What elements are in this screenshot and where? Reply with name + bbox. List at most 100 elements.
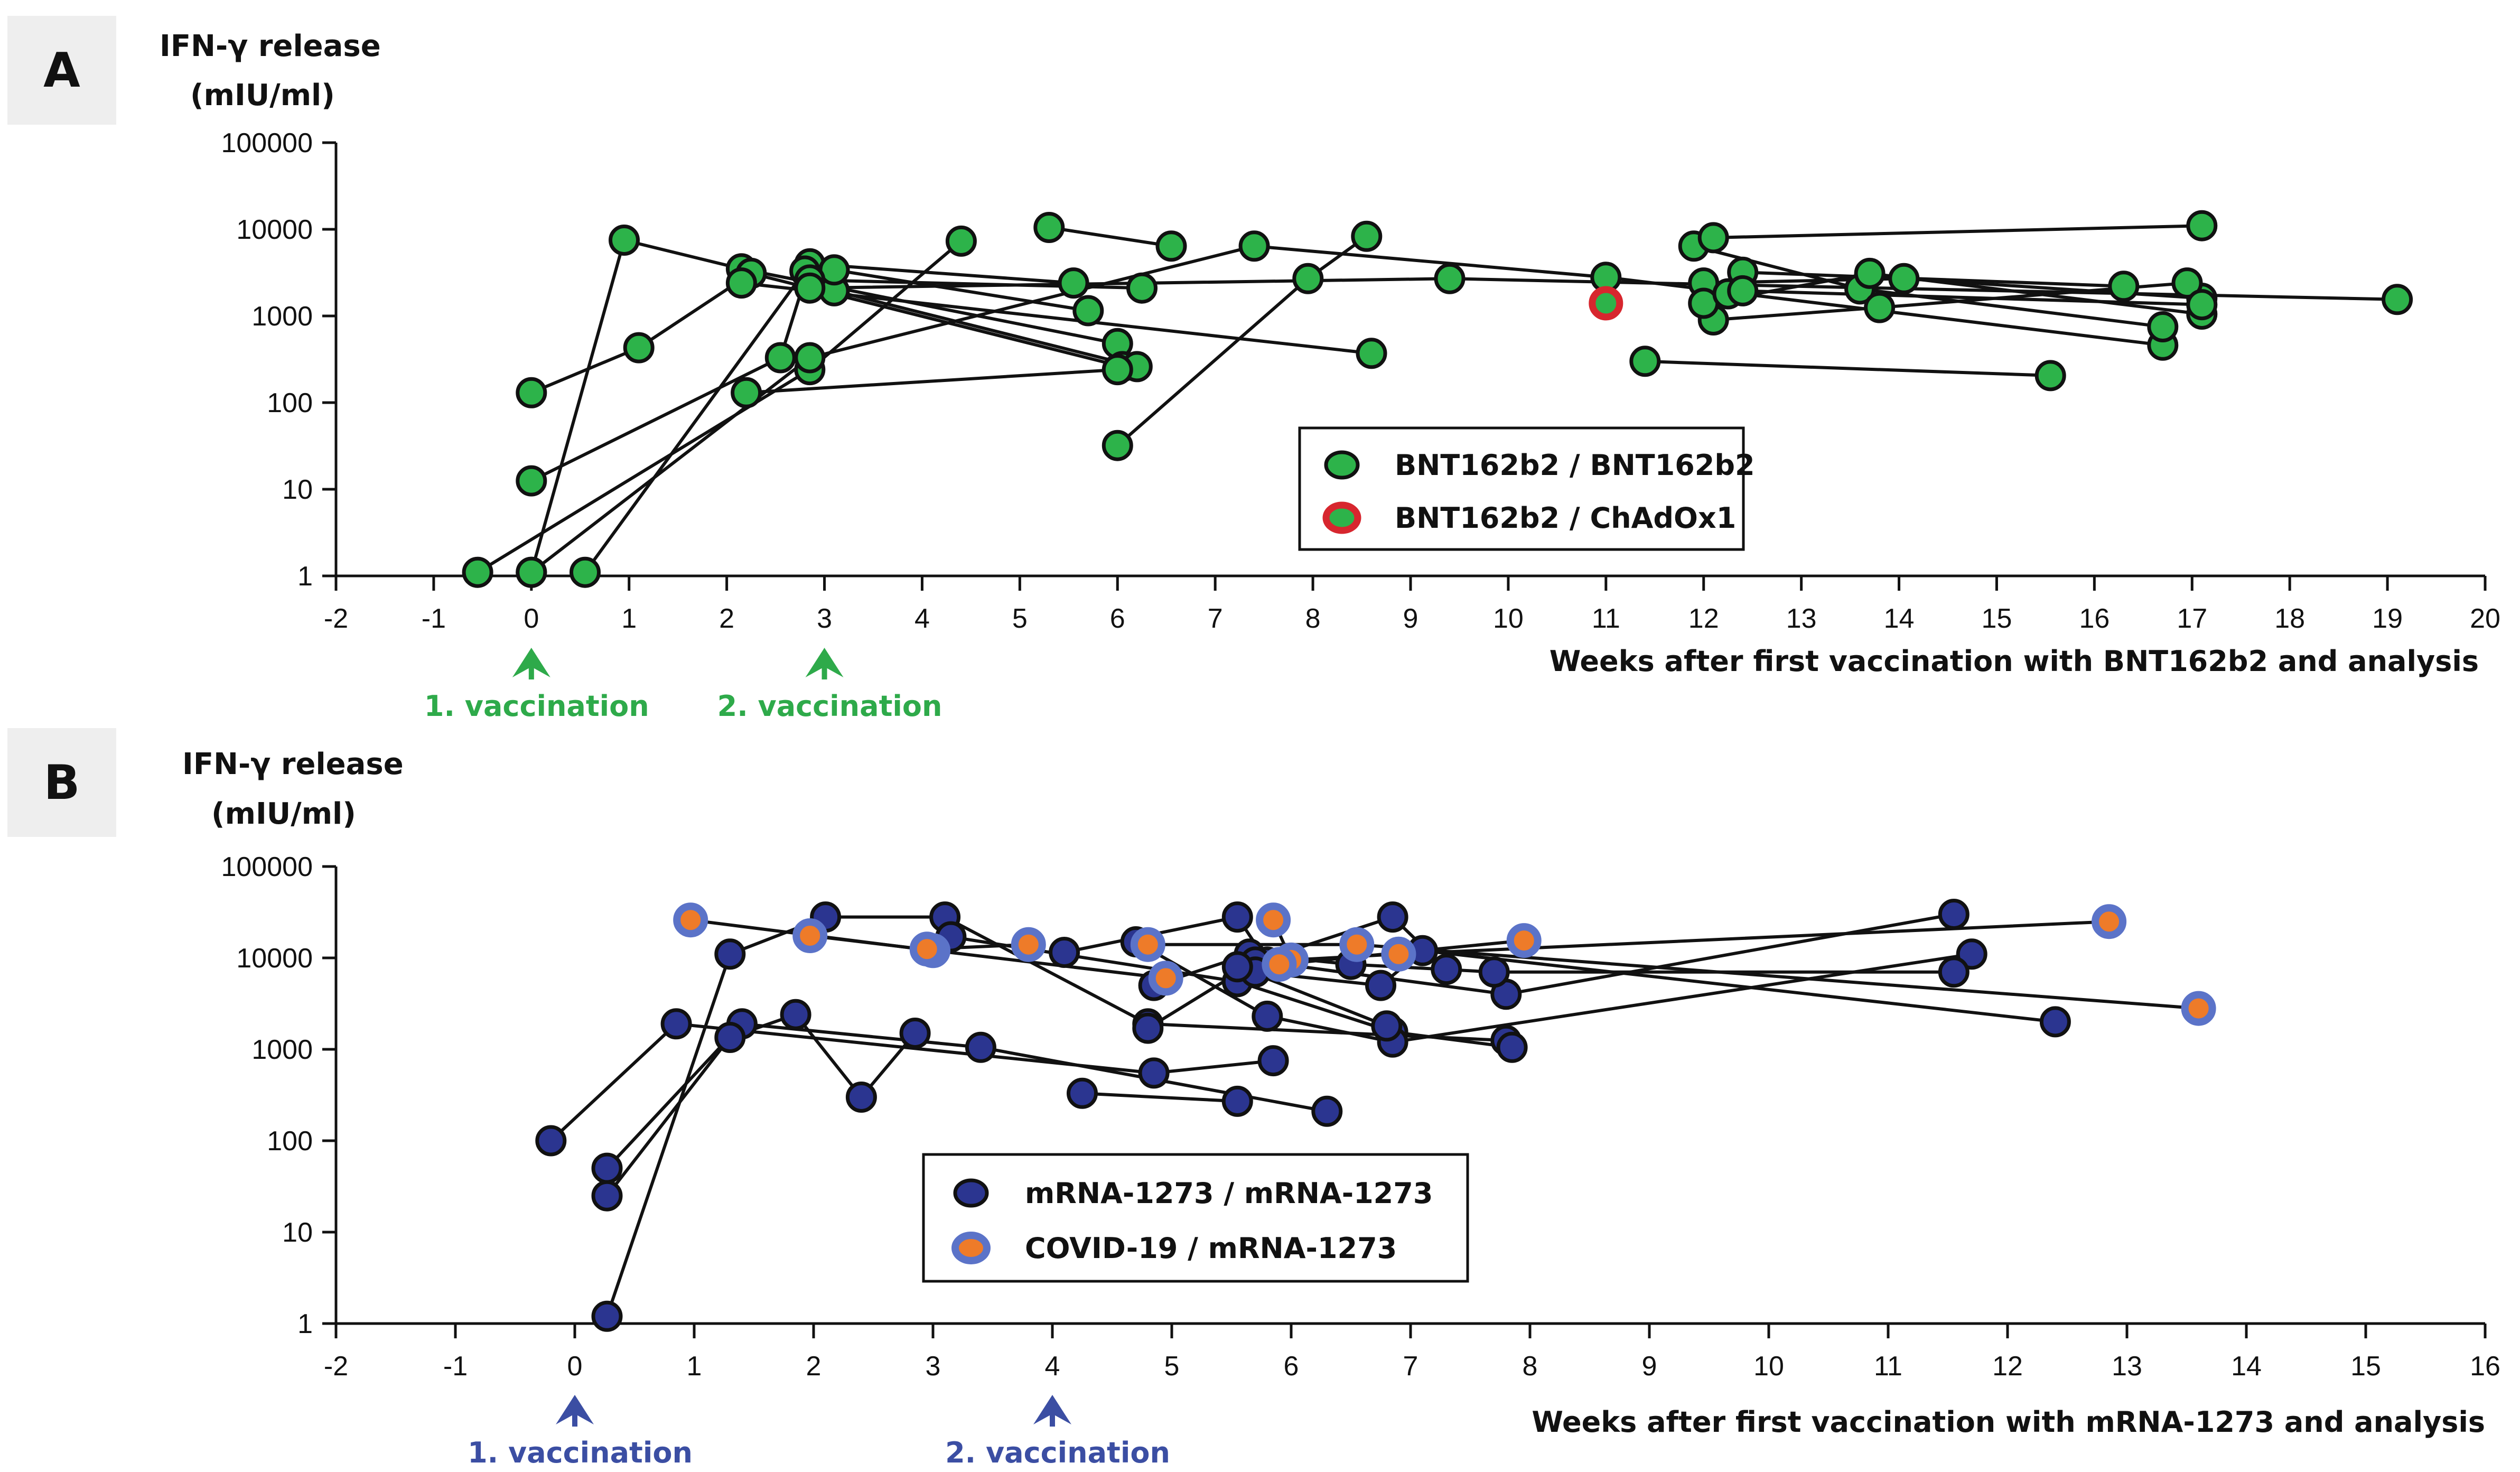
panel-a-series0-subject2-line (530, 262, 1074, 482)
panel-b-vaccination-arrow-icon (1033, 1395, 1071, 1424)
panel-b-xtick-label: 0 (567, 1351, 583, 1382)
panel-a-ytick-label: 10 (282, 474, 313, 505)
panel-b-legend-marker-1 (951, 1232, 991, 1264)
panel-a-series1-point (1589, 286, 1623, 321)
panel-a-xtick-label: 18 (2274, 603, 2305, 634)
panel-b-xtick-label: 16 (2470, 1351, 2500, 1382)
panel-b-series0-point (1938, 956, 1970, 988)
panel-b-series1-point (1130, 927, 1165, 962)
panel-b-series1-point (2092, 904, 2127, 939)
panel-b-series0-point (591, 1152, 623, 1184)
panel-a-series0-point (516, 556, 547, 588)
panel-b-legend-box (922, 1153, 1469, 1283)
panel-b-series1-point (1011, 927, 1046, 962)
panel-b-series0-subject3-line (605, 915, 1506, 1317)
panel-b-legend-label-1: COVID-19 / mRNA-1273 (1025, 1232, 1397, 1265)
panel-b-series0-point (1049, 937, 1080, 968)
panel-b-xtick-label: 6 (1284, 1351, 1299, 1382)
panel-b-ytick-label: 1000 (251, 1035, 313, 1065)
panel-a-xtick-label: 9 (1403, 603, 1418, 634)
panel-b-x-axis-title: Weeks after first vaccination with mRNA-… (1532, 1405, 2485, 1439)
panel-b-series0-point (1496, 1031, 1528, 1063)
panel-a-series0-subject8-line (834, 268, 1089, 312)
panel-b-series1-point (1339, 927, 1375, 962)
panel-b-series1-point (1148, 961, 1183, 996)
panel-a-series0-point (1727, 275, 1759, 306)
panel-a-xtick-label: 6 (1110, 603, 1125, 634)
panel-b-series1-point (1256, 902, 1291, 938)
panel-b-series0-point (1132, 1012, 1164, 1044)
panel-a-series0-point (1072, 295, 1104, 327)
panel-a-xtick-label: 20 (2470, 603, 2500, 634)
panel-b-legend-label-0: mRNA-1273 / mRNA-1273 (1025, 1177, 1433, 1210)
panel-a-series0-point (1126, 272, 1158, 304)
panel-a-series0-subject3-line (477, 240, 963, 574)
panel-a-legend: BNT162b2 / BNT162b2 BNT162b2 / ChAdOx1 (1298, 426, 1755, 551)
panel-a-series0-point (725, 267, 757, 299)
panel-b-series0-point (1365, 970, 1396, 1001)
panel-b-series0-point (1311, 1095, 1343, 1127)
panel-b-xtick-label: 5 (1164, 1351, 1180, 1382)
panel-a-series-markers (462, 210, 2413, 588)
panel-b-xtick-label: 10 (1753, 1351, 1784, 1382)
panel-a-series0-point (1058, 267, 1089, 299)
panel-b-series0-point (1138, 1057, 1170, 1089)
panel-a-xtick-label: -2 (324, 603, 348, 634)
panel-a-xtick-label: 10 (1493, 603, 1524, 634)
panel-b-series0-point (535, 1125, 567, 1157)
panel-b-series0-point (1221, 951, 1253, 983)
panel-b-series0-point (965, 1031, 996, 1063)
panel-b-series0-point (1221, 901, 1253, 933)
panel-b-series0-point (780, 999, 811, 1030)
panel-b-ytick-label: 100 (267, 1126, 313, 1157)
panel-b-series0-point (714, 1022, 746, 1053)
panel-a-series0-subject6-line (746, 368, 1118, 395)
panel-a-series0-point (1629, 346, 1661, 377)
panel-a-series0-subject20-line (1742, 289, 2202, 306)
panel-b-legend-marker-0 (953, 1178, 989, 1208)
panel-a-ytick-label: 1 (297, 561, 313, 592)
panel-a-xtick-label: 2 (719, 603, 734, 634)
panel-a-series0-point (2171, 267, 2203, 299)
panel-a-series0-point (2186, 289, 2218, 321)
panel-b-series0-point (1478, 956, 1510, 988)
panel-a-xtick-label: 12 (1688, 603, 1719, 634)
panel-b-series0-point (1067, 1077, 1098, 1109)
panel-b-series0-point (1371, 1010, 1403, 1042)
panel-b-vaccination-label: 1. vaccination (468, 1436, 693, 1469)
panel-a-series0-point (2382, 284, 2413, 315)
panel-a-series0-point (1697, 222, 1729, 254)
panel-a-ylabel-line1: IFN-γ release (160, 29, 381, 63)
panel-b-xtick-label: 4 (1045, 1351, 1060, 1382)
panel-a-xtick-label: -1 (422, 603, 446, 634)
panel-b-series0-point (1221, 1085, 1253, 1117)
panel-b-ylabel-line1: IFN-γ release (182, 747, 404, 781)
panel-a-ytick-label: 10000 (236, 215, 313, 245)
panel-a-x-axis-title: Weeks after first vaccination with BNT16… (1550, 645, 2479, 678)
panel-b-series0-point (1252, 1000, 1283, 1032)
panel-b-xtick-label: 2 (806, 1351, 822, 1382)
panel-a-series0-point (1102, 430, 1133, 461)
panel-b-series0-point (899, 1018, 931, 1049)
panel-a-series0-point (516, 465, 547, 497)
panel-a-series0-point (1888, 263, 1920, 294)
panel-a-series0-point (609, 225, 640, 256)
panel-a-series0-subject0-line (529, 238, 1118, 573)
panel-a-series0-point (623, 332, 655, 364)
panel-a-ylabel-line2: (mIU/ml) (190, 78, 335, 113)
panel-a-legend-box (1298, 426, 1745, 551)
panel-a-legend-marker-1 (1322, 501, 1361, 534)
panel-a-series0-point (945, 225, 977, 257)
panel-a-xtick-label: 4 (914, 603, 930, 634)
panel-b-xtick-label: -2 (324, 1351, 348, 1382)
panel-a-series0-point (1292, 263, 1324, 294)
panel-b-xtick-label: 3 (926, 1351, 941, 1382)
panel-b-series0-point (1956, 938, 1987, 970)
panel-b-series0-subject8-line (1082, 1092, 1238, 1103)
panel-a-series0-point (1864, 292, 1896, 323)
panel-b-series0-point (591, 1180, 623, 1212)
panel-a-series0-point (1155, 230, 1187, 262)
panel-b-series0-point (1431, 954, 1462, 985)
panel-b-ytick-label: 10 (282, 1217, 313, 1248)
